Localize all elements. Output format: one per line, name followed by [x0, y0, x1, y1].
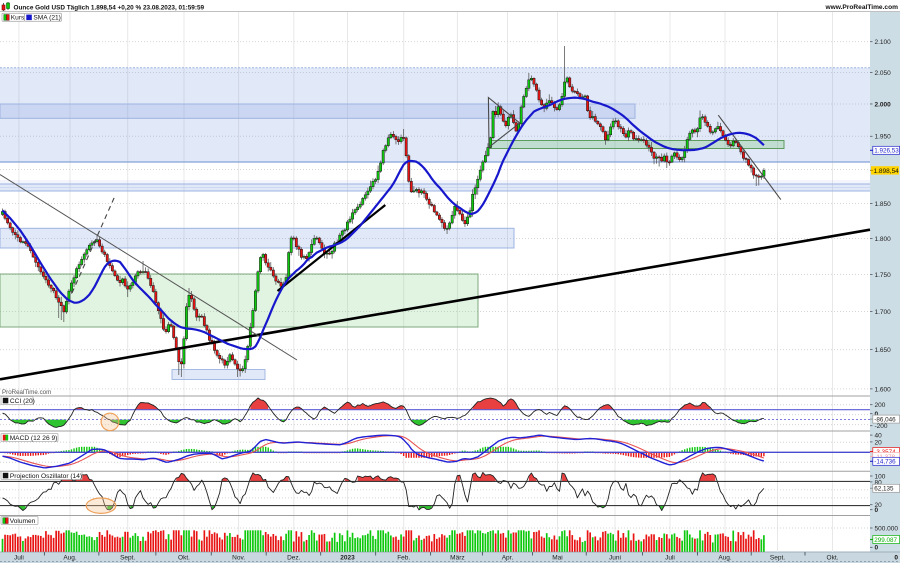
- svg-text:1.700: 1.700: [875, 309, 892, 316]
- svg-text:0: 0: [894, 554, 898, 561]
- svg-text:2.050: 2.050: [875, 70, 892, 77]
- svg-text:SMA (21): SMA (21): [33, 15, 60, 22]
- svg-text:Nov.: Nov.: [232, 554, 245, 561]
- svg-text:200: 200: [875, 402, 886, 409]
- svg-text:Kurs: Kurs: [11, 15, 25, 22]
- svg-text:0: 0: [875, 411, 879, 418]
- svg-text:20: 20: [875, 439, 883, 446]
- svg-text:Okt.: Okt.: [178, 554, 190, 561]
- svg-text:40: 40: [875, 433, 883, 440]
- svg-text:1.600: 1.600: [875, 386, 892, 393]
- svg-text:-200: -200: [875, 423, 888, 430]
- svg-text:Apr.: Apr.: [502, 554, 514, 561]
- svg-text:80: 80: [875, 479, 883, 486]
- svg-text:2.000: 2.000: [875, 101, 892, 108]
- svg-text:Volumen: Volumen: [10, 518, 36, 525]
- svg-text:1.898,54: 1.898,54: [874, 168, 900, 175]
- svg-text:-14,736: -14,736: [874, 459, 896, 466]
- svg-text:500.000: 500.000: [875, 525, 899, 532]
- svg-text:Aug.: Aug.: [718, 554, 732, 561]
- svg-text:MACD (12 26 9): MACD (12 26 9): [10, 435, 58, 442]
- svg-text:2023: 2023: [340, 554, 355, 561]
- svg-text:1.850: 1.850: [875, 201, 892, 208]
- svg-text:Ounce Gold USD Täglich 1.898,5: Ounce Gold USD Täglich 1.898,54 +0,20 % …: [14, 4, 205, 11]
- svg-text:Dez.: Dez.: [287, 554, 301, 561]
- svg-text:Mai: Mai: [552, 554, 562, 561]
- svg-text:1.750: 1.750: [875, 272, 892, 279]
- svg-text:20: 20: [875, 502, 883, 509]
- svg-text:Juni: Juni: [609, 554, 621, 561]
- svg-text:Juli: Juli: [14, 554, 24, 561]
- svg-text:ProRealTime.com: ProRealTime.com: [2, 389, 51, 396]
- svg-text:Projection Oszillator (14): Projection Oszillator (14): [10, 473, 82, 480]
- svg-text:www.ProRealTime.com: www.ProRealTime.com: [824, 4, 898, 11]
- svg-text:März: März: [450, 554, 464, 561]
- svg-text:2.100: 2.100: [875, 39, 892, 46]
- svg-text:1.926,53: 1.926,53: [874, 148, 899, 155]
- svg-text:-86,046: -86,046: [874, 416, 896, 423]
- svg-text:100: 100: [875, 473, 886, 480]
- svg-text:Aug.: Aug.: [63, 554, 77, 561]
- svg-text:0: 0: [875, 545, 879, 552]
- svg-text:1.800: 1.800: [875, 236, 892, 243]
- svg-text:Sept.: Sept.: [120, 554, 135, 561]
- svg-text:Okt.: Okt.: [827, 554, 839, 561]
- svg-text:299.087: 299.087: [874, 537, 897, 544]
- svg-text:Juli: Juli: [665, 554, 675, 561]
- svg-text:1.950: 1.950: [875, 134, 892, 141]
- svg-text:1.650: 1.650: [875, 347, 892, 354]
- svg-text:Sept.: Sept.: [770, 554, 785, 561]
- svg-text:0: 0: [875, 507, 879, 514]
- svg-text:Feb.: Feb.: [397, 554, 410, 561]
- svg-text:62,135: 62,135: [874, 486, 894, 493]
- svg-text:CCI (20): CCI (20): [10, 398, 35, 405]
